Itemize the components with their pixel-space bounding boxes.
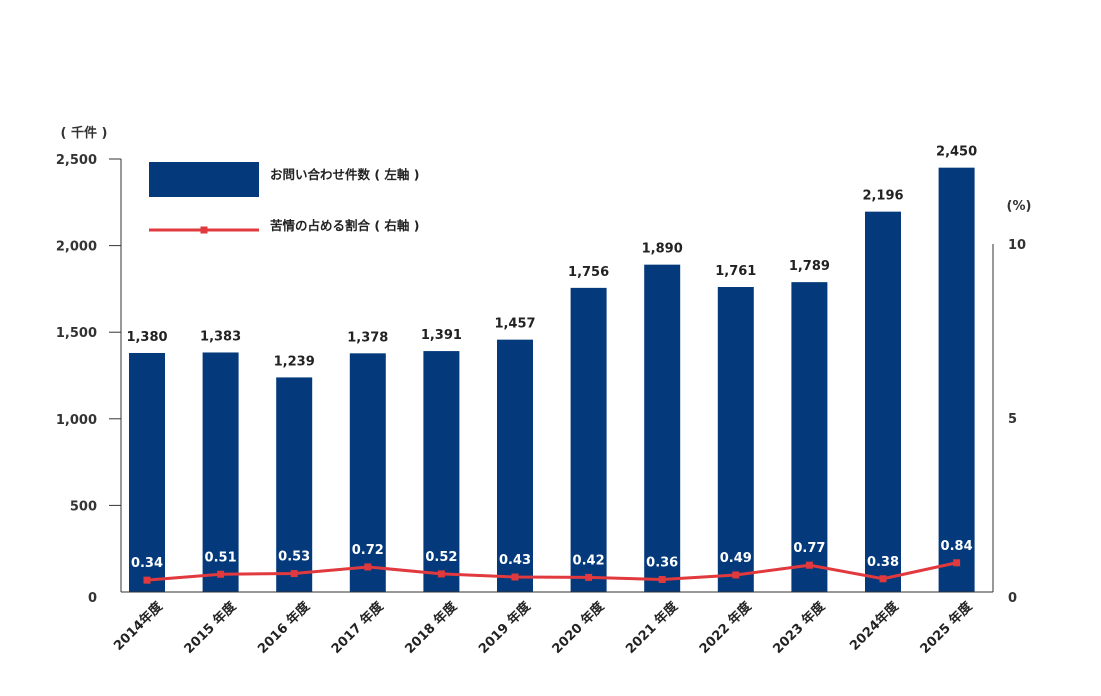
bar-value-label: 1,457 <box>494 317 535 332</box>
bar <box>129 352 165 592</box>
line-point <box>953 559 961 567</box>
legend-bar-label: お問い合わせ件数 ( 左軸 ) <box>270 167 419 182</box>
left-axis-tick-label: 2,500 <box>56 153 97 168</box>
bar <box>938 167 975 592</box>
category-label: 2018 年度 <box>402 598 461 657</box>
bar <box>570 287 607 592</box>
right-axis-tick-label: 0 <box>1008 591 1017 606</box>
left-axis-tick-label: 1,500 <box>56 326 97 341</box>
category-label: 2015 年度 <box>181 598 240 657</box>
bar-value-label: 1,756 <box>568 265 609 280</box>
bar <box>349 353 386 592</box>
line-point <box>658 575 666 583</box>
line-series <box>143 559 961 584</box>
category-label: 2021 年度 <box>623 598 682 657</box>
left-axis-tick-label: 0 <box>88 591 97 606</box>
bar-value-label: 1,380 <box>126 330 167 345</box>
line-value-label: 0.84 <box>941 539 973 554</box>
bar-series <box>121 167 993 593</box>
line-value-label: 0.43 <box>499 553 531 568</box>
bar-value-label: 1,761 <box>715 264 756 279</box>
left-axis-tick-label: 1,000 <box>56 413 97 428</box>
line-point <box>732 571 740 579</box>
category-label: 2023 年度 <box>770 598 829 657</box>
line-point <box>217 570 225 578</box>
category-label: 2014年度 <box>111 598 167 654</box>
bar-value-label: 1,239 <box>274 354 315 369</box>
line-value-label: 0.36 <box>646 555 678 570</box>
line-point <box>437 570 445 578</box>
left-axis-unit: ( 千件 ) <box>61 125 108 141</box>
line-value-label: 0.72 <box>352 543 384 558</box>
line-value-label: 0.52 <box>425 550 457 565</box>
right-axis: (%) 0 5 10 <box>992 199 1032 606</box>
bar-value-label: 1,789 <box>789 259 830 274</box>
bar <box>644 264 681 592</box>
line-value-label: 0.34 <box>131 556 163 571</box>
left-axis-tick-label: 500 <box>70 499 97 514</box>
bar-data-labels: 1,380 1,383 1,239 1,378 1,391 1,457 1,756 1,890… <box>126 145 977 370</box>
line-point <box>805 561 813 569</box>
bar-value-label: 2,196 <box>862 189 903 204</box>
category-label: 2020 年度 <box>549 598 608 657</box>
bar <box>717 286 754 592</box>
bar-value-label: 2,450 <box>936 145 977 160</box>
bar <box>276 377 313 592</box>
line-point <box>290 570 298 578</box>
category-label: 2019 年度 <box>475 598 534 657</box>
line-point <box>143 576 151 584</box>
left-axis: ( 千件 ) 0 500 1,000 1,500 2,000 2,500 <box>56 125 122 606</box>
category-label: 2017 年度 <box>328 598 387 657</box>
line-value-label: 0.38 <box>867 555 899 570</box>
legend-line-label: 苦情の占める割合 ( 右軸 ) <box>270 218 419 233</box>
line-value-label: 0.49 <box>720 551 752 566</box>
category-label: 2022 年度 <box>696 598 755 657</box>
line-value-label: 0.51 <box>205 550 237 565</box>
line-point <box>879 575 887 583</box>
line-point <box>364 563 372 571</box>
legend-bar-swatch <box>149 162 259 197</box>
line-path <box>146 561 957 582</box>
right-axis-unit: (%) <box>1007 199 1032 214</box>
bar-value-label: 1,383 <box>200 329 241 344</box>
category-labels: 2014年度 2015 年度 2016 年度 2017 年度 2018 年度 2019 年… <box>111 598 977 657</box>
right-axis-tick-label: 5 <box>1008 412 1017 427</box>
legend: お問い合わせ件数 ( 左軸 ) 苦情の占める割合 ( 右軸 ) <box>149 162 419 234</box>
line-value-label: 0.42 <box>573 553 605 568</box>
bar <box>791 282 828 592</box>
bar <box>423 351 460 592</box>
category-label: 2025 年度 <box>917 598 976 657</box>
bar-value-label: 1,378 <box>347 330 388 345</box>
category-label: 2024年度 <box>847 598 903 654</box>
line-point <box>511 573 519 581</box>
bar <box>202 352 239 592</box>
line-data-labels: 0.34 0.51 0.53 0.72 0.52 0.43 0.42 0.36 0.49 0.77… <box>131 539 973 571</box>
category-label: 2016 年度 <box>255 598 314 657</box>
right-axis-tick-label: 10 <box>1008 238 1026 253</box>
bar <box>865 211 901 592</box>
line-point <box>585 573 593 581</box>
line-value-label: 0.53 <box>278 550 310 565</box>
bar-value-label: 1,391 <box>421 328 462 343</box>
line-value-label: 0.77 <box>793 541 825 556</box>
bar <box>497 339 533 592</box>
legend-line-marker <box>200 226 208 234</box>
left-axis-tick-label: 2,000 <box>56 240 97 255</box>
bar-value-label: 1,890 <box>642 242 683 257</box>
